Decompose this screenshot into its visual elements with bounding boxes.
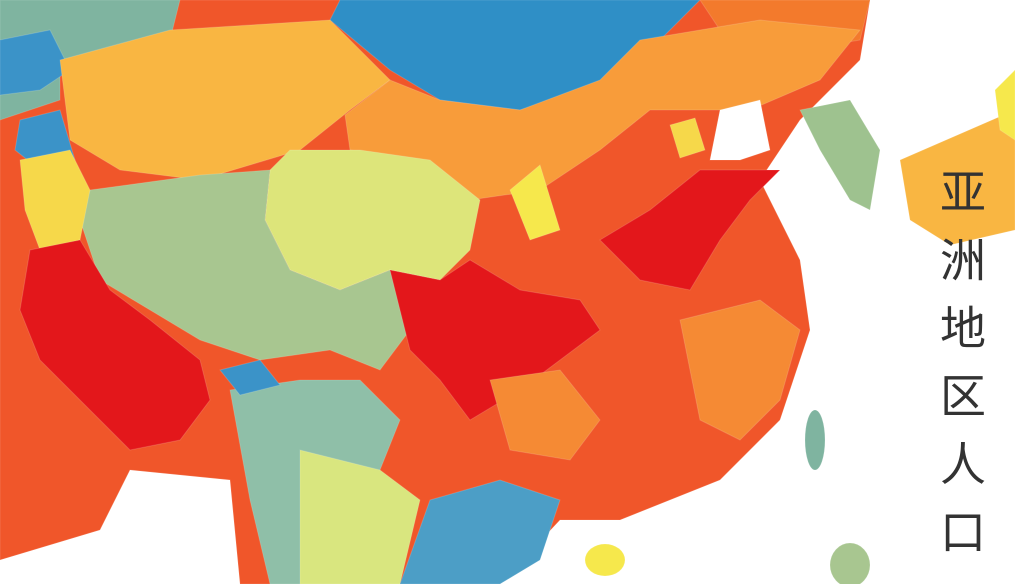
region bbox=[399, 479, 561, 584]
region bbox=[509, 164, 561, 241]
region bbox=[19, 239, 211, 451]
region bbox=[584, 543, 626, 577]
region bbox=[669, 117, 706, 159]
region bbox=[264, 149, 481, 291]
region bbox=[219, 359, 281, 396]
region bbox=[829, 542, 871, 584]
region bbox=[299, 449, 421, 584]
sea bbox=[709, 99, 771, 161]
region bbox=[804, 409, 826, 471]
region bbox=[599, 169, 782, 291]
map-title: 亚洲地区人口 bbox=[933, 168, 987, 576]
region bbox=[679, 299, 801, 441]
region bbox=[389, 259, 601, 421]
region bbox=[994, 69, 1015, 141]
region bbox=[799, 99, 881, 211]
region bbox=[79, 169, 411, 371]
region bbox=[489, 369, 601, 461]
region bbox=[0, 29, 71, 96]
region bbox=[899, 109, 1015, 246]
region bbox=[59, 19, 391, 181]
